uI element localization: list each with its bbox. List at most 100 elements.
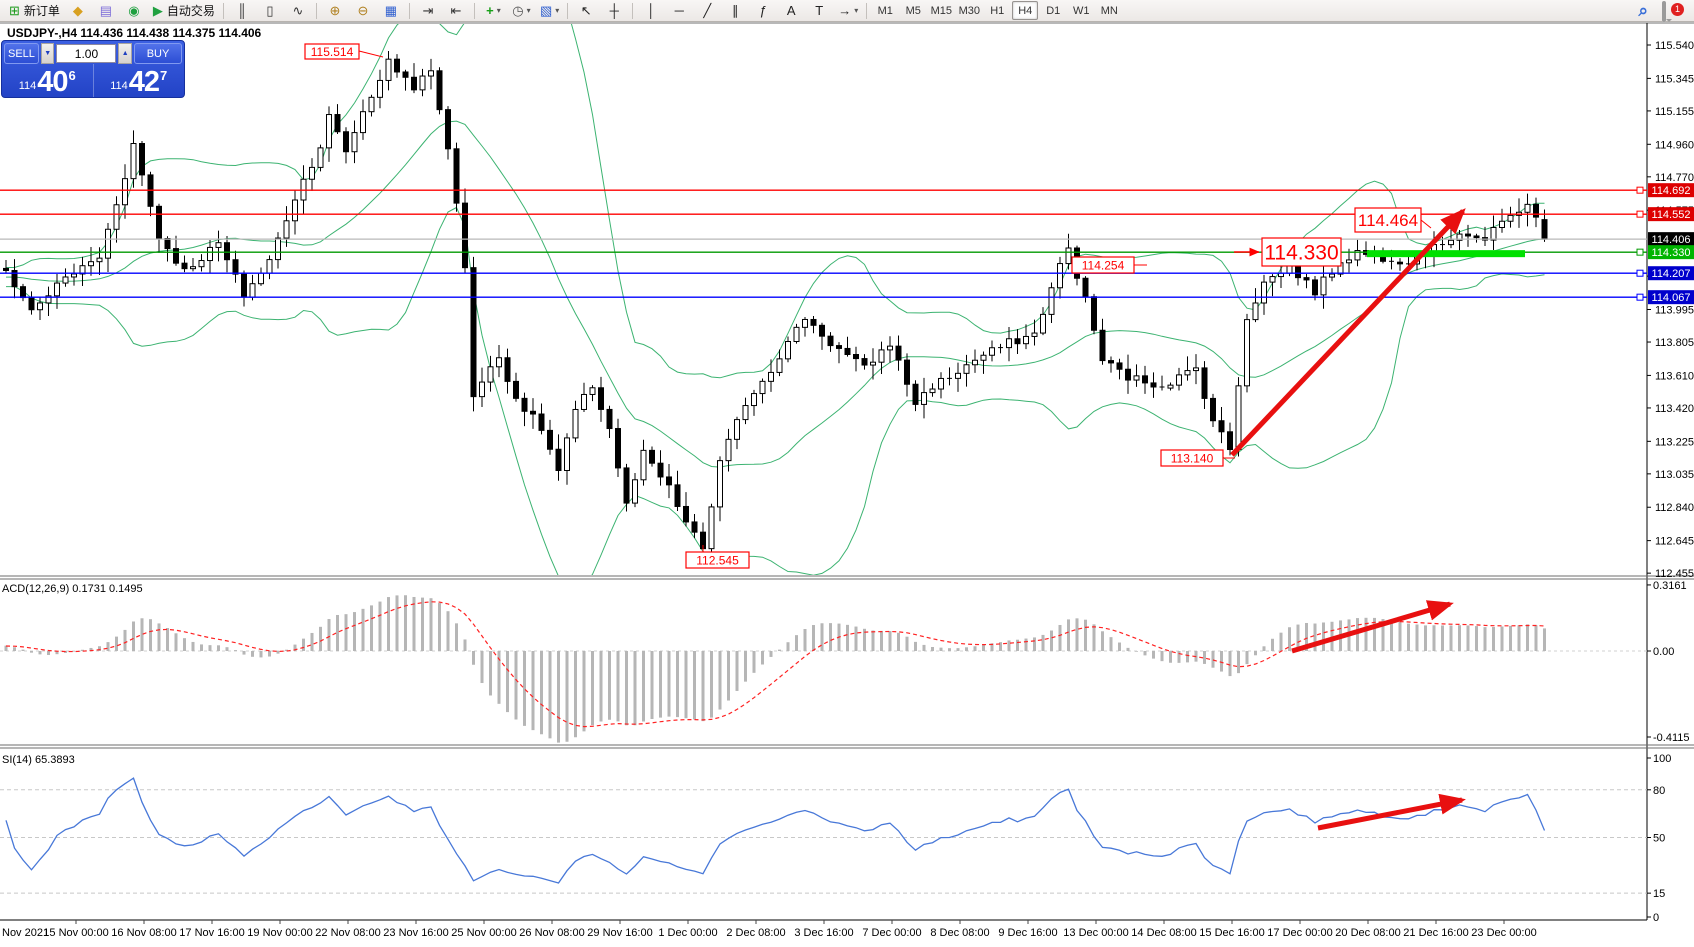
price-badge[interactable]	[1648, 266, 1694, 281]
date-label: 16 Nov 08:00	[111, 927, 176, 939]
timeframe-M15[interactable]: M15	[930, 4, 952, 17]
rsi-axis-label: 80	[1653, 785, 1665, 797]
notification-badge[interactable]: 1	[1671, 2, 1684, 16]
sell-button[interactable]: SELL	[4, 43, 39, 64]
volume-up-button[interactable]: ▲	[118, 43, 133, 64]
candle-body	[666, 476, 672, 486]
bar-chart-icon: ║	[237, 3, 247, 18]
market-watch-button[interactable]: ◆	[65, 1, 91, 21]
line-chart-button[interactable]: ∿	[285, 1, 311, 21]
volume-down-button[interactable]: ▼	[40, 43, 55, 64]
text-label-button[interactable]: T	[806, 1, 832, 21]
candle-body	[972, 359, 978, 366]
crosshair-button[interactable]: ┼	[601, 1, 627, 21]
arrows-dropdown-icon[interactable]: ▾	[854, 6, 859, 15]
search-icon[interactable]: ⌕	[1638, 0, 1648, 20]
annotation-115514[interactable]: 115.514	[304, 43, 384, 60]
price-badge[interactable]	[1648, 245, 1694, 260]
text-button[interactable]: A	[778, 1, 804, 21]
buy-button[interactable]: BUY	[134, 43, 183, 64]
timeframe-D1[interactable]: D1	[1046, 4, 1061, 17]
resistance-line-114552-handle[interactable]	[1636, 210, 1644, 218]
zoom-in-button[interactable]: ⊕	[322, 1, 348, 21]
price-tick-label: 113.995	[1655, 305, 1694, 317]
candle-body	[71, 273, 77, 278]
annotation-114330[interactable]: 114.330	[1234, 237, 1342, 267]
trend-arrow-macd[interactable]	[1291, 600, 1454, 654]
cursor-button[interactable]: ↖	[573, 1, 599, 21]
timeframe-H1[interactable]: H1	[990, 4, 1005, 17]
connection-button[interactable]: ◉	[121, 1, 147, 21]
bar-chart-button[interactable]: ║	[229, 1, 255, 21]
candle-body	[878, 349, 885, 363]
periods-dropdown-icon[interactable]: ▾	[526, 6, 531, 15]
pivot-line-114330-handle[interactable]	[1636, 248, 1644, 256]
indicators-dropdown-icon[interactable]: ▾	[496, 6, 501, 15]
chat-bubble-icon[interactable]	[1662, 0, 1666, 22]
candle-body	[1252, 302, 1259, 321]
indicators-button[interactable]: + ▾	[480, 1, 506, 21]
trend-arrow-rsi[interactable]	[1317, 793, 1466, 831]
candle-body	[657, 462, 664, 478]
annotation-text: 114.330	[1264, 242, 1338, 265]
zoom-in-icon: ⊕	[329, 3, 341, 18]
auto-trading-button[interactable]: ▶ 自动交易	[149, 1, 218, 21]
highlight-zone-114330[interactable]	[1367, 250, 1525, 258]
candle-body	[1048, 287, 1055, 315]
equidistant-channel-button[interactable]: ∥	[722, 1, 748, 21]
price-badge[interactable]	[1648, 183, 1694, 198]
resistance-line-114692-handle[interactable]	[1636, 186, 1644, 194]
date-label: 17 Dec 00:00	[1267, 927, 1332, 939]
timeframe-H4[interactable]: H4	[1012, 1, 1039, 20]
annotation-113140[interactable]: 113.140	[1160, 449, 1235, 467]
tile-windows-button[interactable]: ▦	[378, 1, 404, 21]
periods-icon: ◷	[512, 3, 524, 18]
timeframe-M30[interactable]: M30	[958, 4, 980, 17]
timeframe-MN[interactable]: MN	[1100, 4, 1118, 17]
annotation-114464[interactable]: 114.464	[1354, 207, 1432, 233]
date-label: 17 Nov 16:00	[179, 927, 244, 939]
candle-body	[45, 295, 52, 304]
new-order-button[interactable]: ⊞ 新订单	[5, 1, 63, 21]
sell-price-handle: 114	[18, 80, 37, 92]
periods-button[interactable]: ◷ ▾	[508, 1, 534, 21]
price-badge[interactable]	[1648, 290, 1694, 305]
sell-price[interactable]: 114 40 6	[2, 64, 93, 97]
price-badge[interactable]	[1648, 232, 1694, 247]
candle-body	[1269, 276, 1276, 283]
templates-button[interactable]: ▧ ▾	[536, 1, 562, 21]
price-tick-label: 113.035	[1655, 469, 1694, 481]
candle-body	[1218, 420, 1225, 433]
annotation-114254[interactable]: 114.254	[1071, 256, 1147, 274]
support-line-114207-handle[interactable]	[1636, 269, 1644, 277]
candle-body	[1499, 220, 1505, 228]
templates-dropdown-icon[interactable]: ▾	[555, 6, 560, 15]
arrows-button[interactable]: → ▾	[834, 1, 861, 21]
date-label: 1 Dec 00:00	[658, 927, 717, 939]
vertical-line-button[interactable]: │	[638, 1, 664, 21]
timeframe-M1[interactable]: M1	[877, 4, 893, 17]
candle-body	[683, 505, 689, 523]
candle-body	[1040, 313, 1046, 334]
annotation-112545[interactable]: 112.545	[685, 545, 750, 569]
candle-body	[62, 276, 69, 284]
volume-input[interactable]	[56, 44, 117, 63]
meta-editor-button[interactable]: ▤	[93, 1, 119, 21]
zoom-out-button[interactable]: ⊖	[350, 1, 376, 21]
fibonacci-button[interactable]: ƒ	[750, 1, 776, 21]
date-label: 22 Nov 08:00	[315, 927, 380, 939]
chart-shift-button[interactable]: ⇤	[443, 1, 469, 21]
horizontal-line-button[interactable]: ─	[666, 1, 692, 21]
price-badge[interactable]	[1648, 207, 1694, 222]
new-order-label: 新订单	[23, 4, 60, 18]
auto-scroll-button[interactable]: ⇥	[415, 1, 441, 21]
candle-body	[734, 419, 740, 440]
candlestick-chart-button[interactable]: ▯	[257, 1, 283, 21]
trend-arrow-price[interactable]	[1230, 208, 1466, 457]
timeframe-M5[interactable]: M5	[905, 4, 921, 17]
trendline-button[interactable]: ╱	[694, 1, 720, 21]
timeframe-W1[interactable]: W1	[1073, 4, 1090, 17]
support-line-114067-handle[interactable]	[1636, 293, 1644, 301]
candle-body	[436, 70, 443, 111]
buy-price[interactable]: 114 42 7	[92, 64, 185, 97]
